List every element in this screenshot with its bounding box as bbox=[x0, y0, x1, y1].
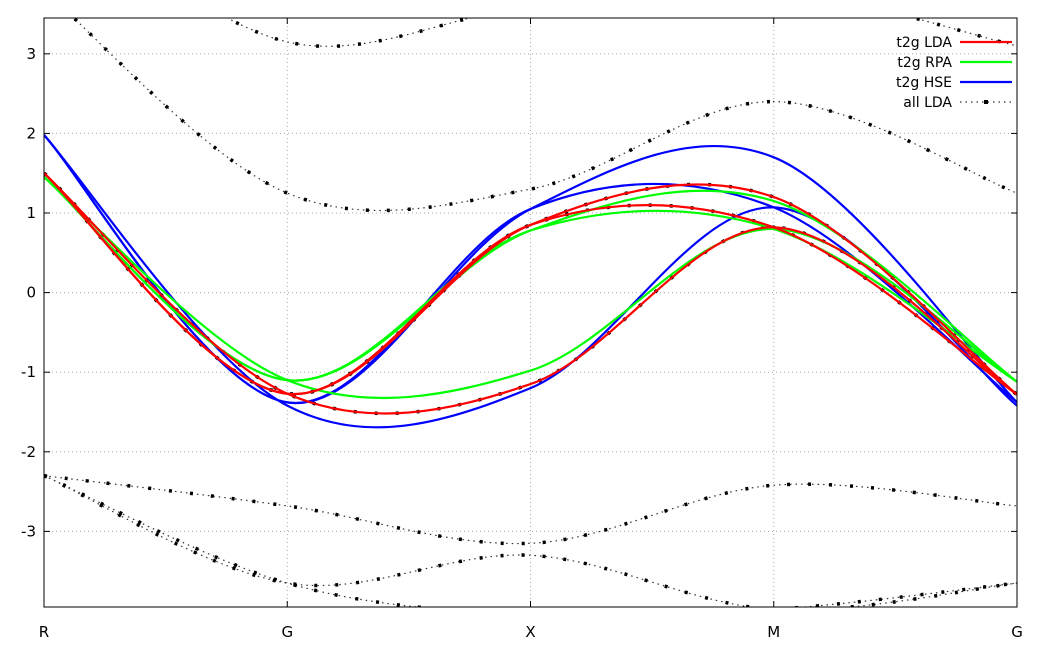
band-line bbox=[44, 475, 1017, 607]
legend-label: t2g RPA bbox=[897, 55, 952, 71]
legend-label: t2g LDA bbox=[896, 35, 952, 51]
axis-ticks: 3 2 1 0 -1 -2 -3 R G X M G bbox=[21, 18, 1023, 641]
legend-label: all LDA bbox=[903, 95, 952, 111]
y-tick-label: -3 bbox=[21, 522, 36, 540]
x-tick-label: G bbox=[281, 623, 293, 641]
series-layer bbox=[44, 18, 1017, 607]
y-tick-label: -2 bbox=[21, 443, 36, 461]
band-line bbox=[44, 172, 1017, 415]
y-tick-label: 0 bbox=[26, 284, 36, 302]
series-t2g-lda bbox=[44, 172, 1017, 415]
x-tick-label: G bbox=[1011, 623, 1023, 641]
x-tick-label: M bbox=[767, 623, 780, 641]
band-line bbox=[44, 176, 1017, 400]
x-tick-label: R bbox=[39, 623, 49, 641]
legend-swatch-point bbox=[984, 100, 988, 104]
band-line bbox=[44, 176, 1017, 383]
y-tick-label: 3 bbox=[26, 45, 36, 63]
legend: t2g LDA t2g RPA t2g HSE all LDA bbox=[896, 35, 1012, 111]
legend-label: t2g HSE bbox=[896, 75, 952, 91]
y-tick-label: 1 bbox=[26, 204, 36, 222]
y-tick-label: 2 bbox=[26, 124, 36, 142]
band-line bbox=[44, 172, 1017, 396]
band-line bbox=[44, 475, 1017, 607]
y-tick-label: -1 bbox=[21, 363, 36, 381]
x-tick-label: X bbox=[525, 623, 535, 641]
